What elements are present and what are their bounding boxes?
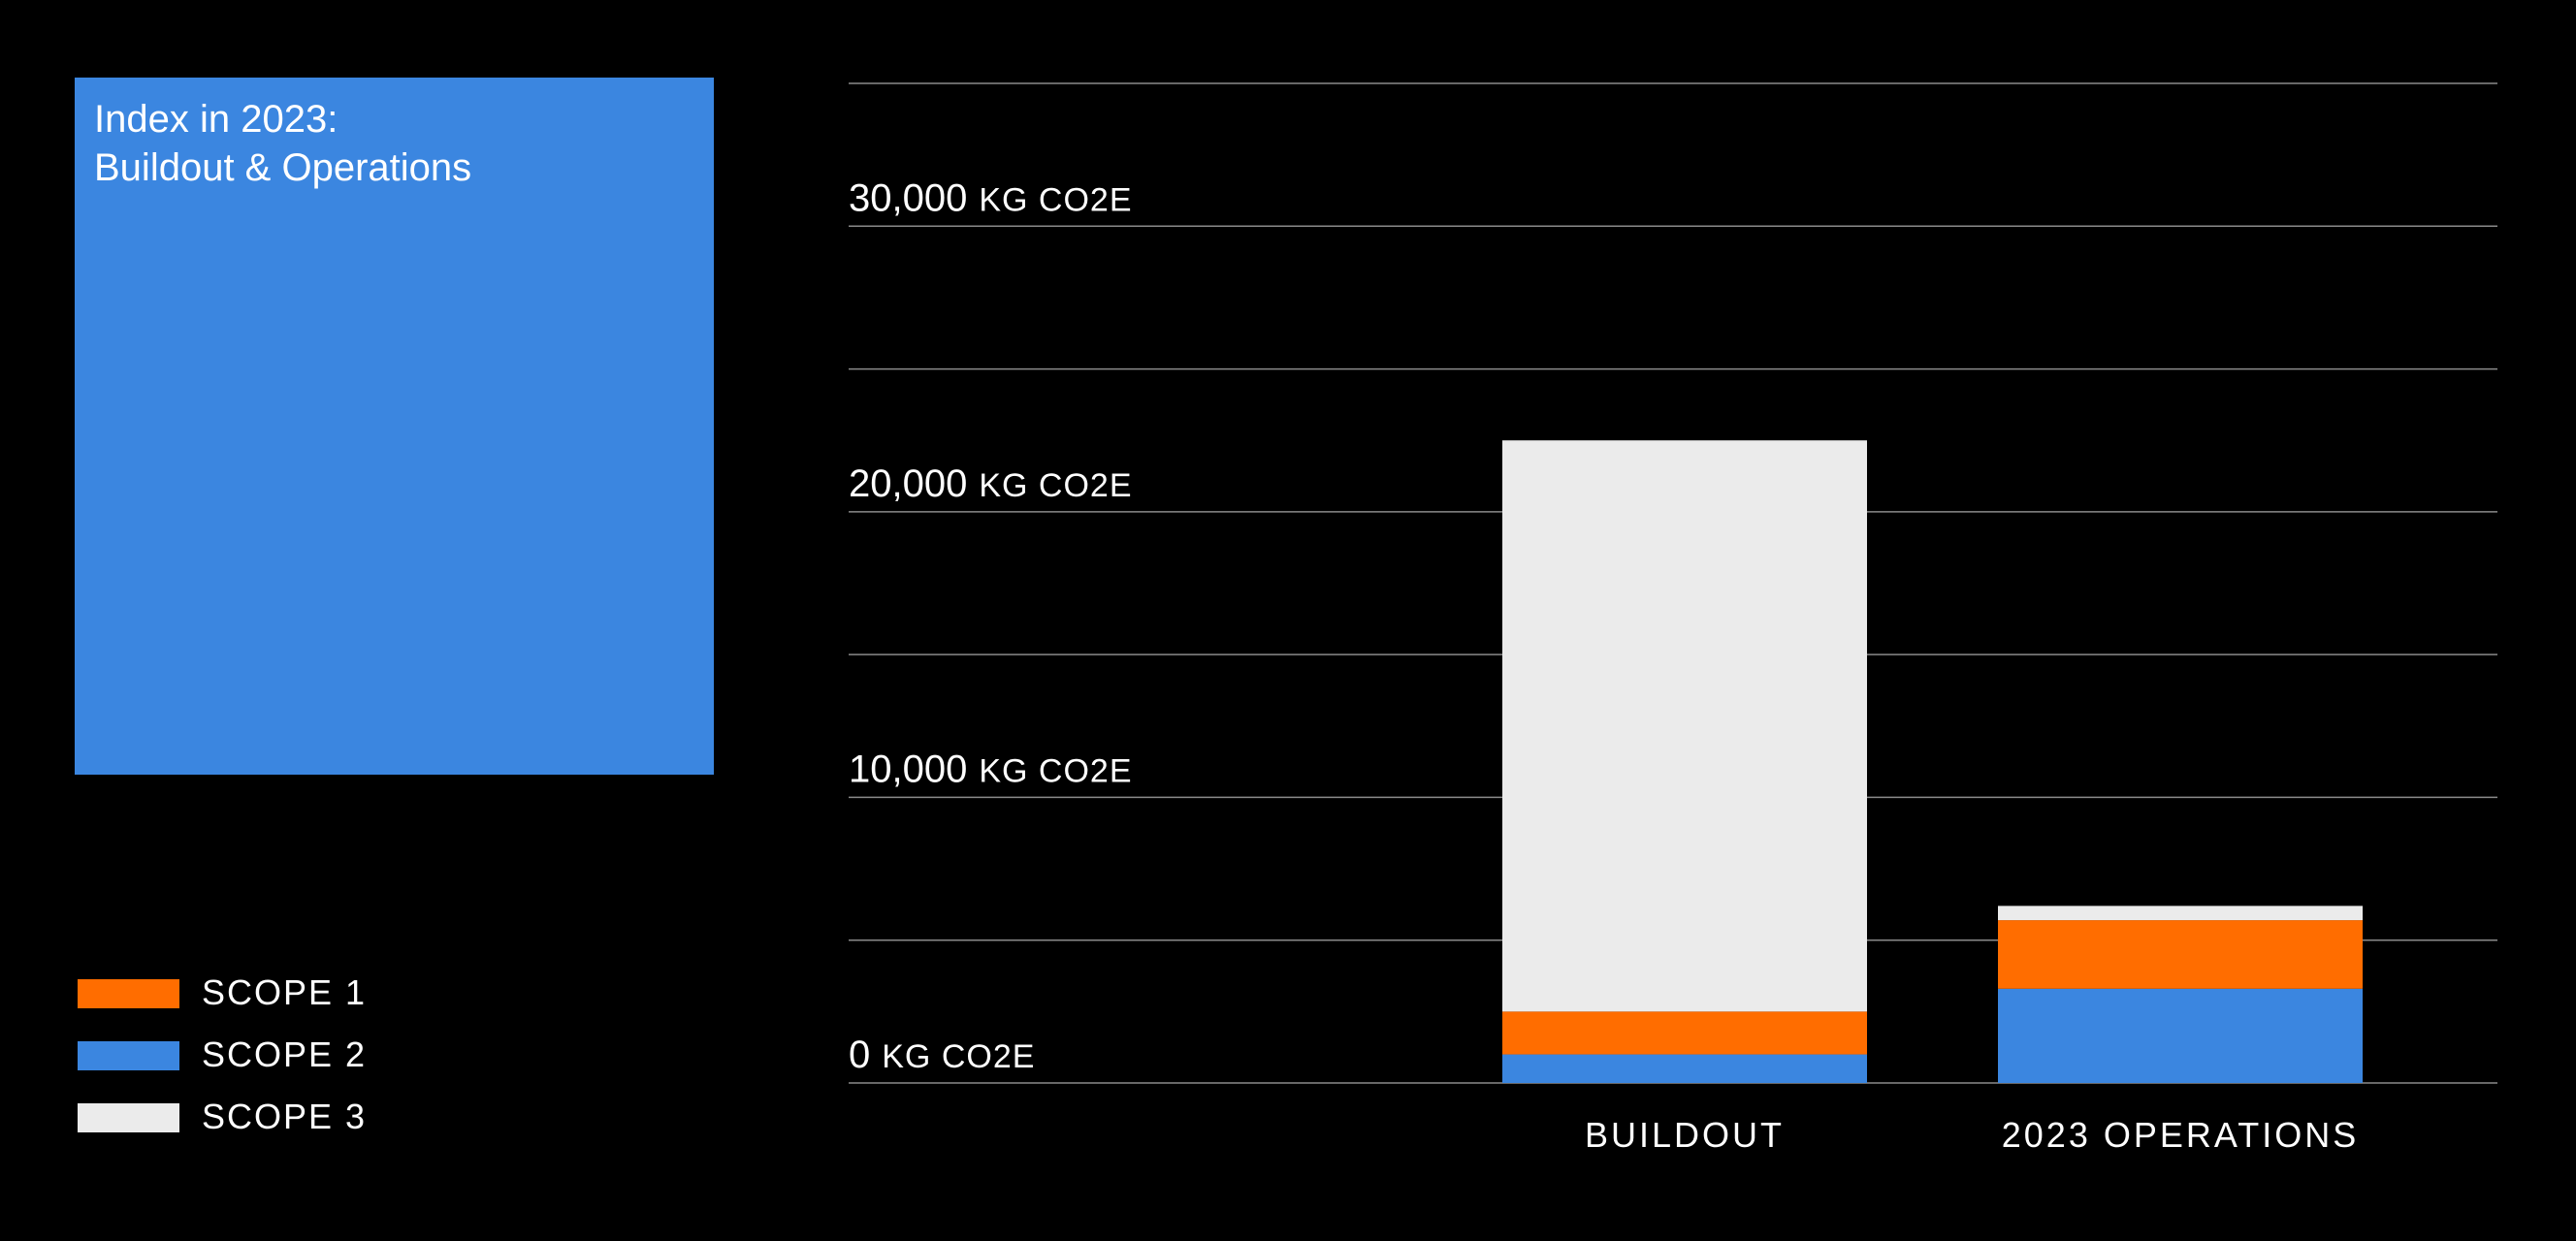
y-tick-label: 0 KG CO2E: [849, 1034, 1035, 1076]
y-tick-value: 20,000: [849, 462, 967, 505]
bar-segment-scope-1-buildout: [1502, 1011, 1867, 1055]
chart-title-line-2: Buildout & Operations: [94, 146, 472, 189]
y-tick-label: 20,000 KG CO2E: [849, 462, 1133, 505]
x-tick-label: BUILDOUT: [1585, 1115, 1785, 1155]
y-tick-label: 30,000 KG CO2E: [849, 176, 1133, 219]
bar-segment-scope-3-buildout: [1502, 440, 1867, 1012]
y-tick-value: 10,000: [849, 748, 967, 790]
legend-swatch-scope-3: [78, 1103, 179, 1132]
y-tick-value: 30,000: [849, 176, 967, 219]
legend-label-scope-1: SCOPE 1: [202, 972, 368, 1012]
y-tick-value: 0: [849, 1034, 870, 1076]
bars: [1502, 440, 2363, 1083]
x-axis-tick-labels: BUILDOUT 2023 OPERATIONS: [1585, 1115, 2359, 1155]
y-tick-unit: KG CO2E: [979, 181, 1132, 218]
legend-swatch-scope-2: [78, 1041, 179, 1070]
x-tick-label: 2023 OPERATIONS: [2002, 1115, 2359, 1155]
y-tick-unit: KG CO2E: [882, 1038, 1035, 1075]
legend-label-scope-2: SCOPE 2: [202, 1034, 368, 1074]
bar-segment-scope-1-operations: [1998, 920, 2363, 989]
bar-segment-scope-2-buildout: [1502, 1054, 1867, 1083]
chart-title-box: Index in 2023: Buildout & Operations: [75, 78, 714, 775]
legend-label-scope-3: SCOPE 3: [202, 1097, 368, 1136]
bar-segment-scope-2-operations: [1998, 988, 2363, 1083]
y-tick-unit: KG CO2E: [979, 752, 1132, 789]
chart-title-line-1: Index in 2023:: [94, 98, 338, 141]
y-tick-unit: KG CO2E: [979, 467, 1132, 504]
legend-swatch-scope-1: [78, 979, 179, 1008]
bar-segment-scope-3-operations: [1998, 906, 2363, 921]
y-tick-label: 10,000 KG CO2E: [849, 748, 1133, 790]
